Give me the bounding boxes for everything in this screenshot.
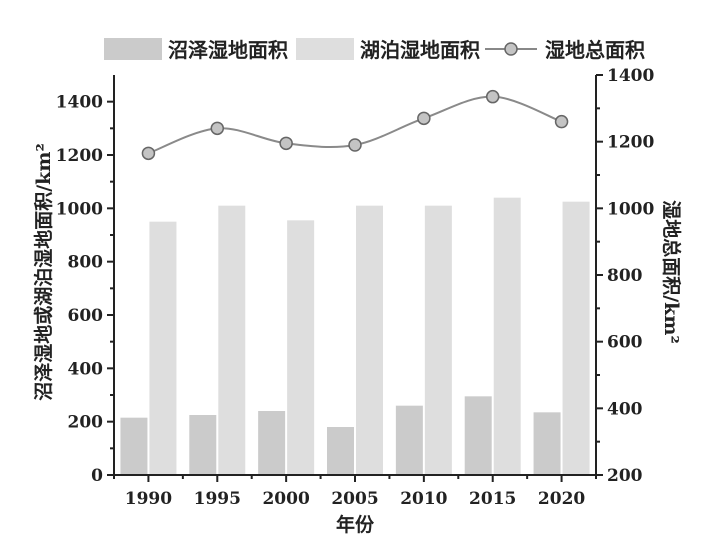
tick-label-right-800: 800 (607, 266, 643, 286)
bar-lake-2020 (562, 201, 590, 475)
tick-label-left-200: 200 (68, 413, 104, 433)
tick-label-x-2000: 2000 (262, 489, 309, 509)
point-total-2015 (485, 89, 500, 104)
x-axis-title: 年份 (336, 513, 375, 536)
tick-label-x-2020: 2020 (538, 489, 585, 509)
legend-label-total: 湿地总面积 (545, 38, 645, 62)
point-total-2000 (279, 136, 293, 151)
bar-marsh-1995 (189, 415, 217, 475)
point-total-2005 (348, 138, 362, 152)
tick-label-right-200: 200 (607, 466, 643, 486)
legend-marker-total (504, 42, 518, 56)
bar-lake-2000 (287, 220, 315, 475)
tick-label-left-0: 0 (91, 466, 103, 486)
tick-label-left-1200: 1200 (56, 146, 103, 166)
bar-lake-1990 (149, 221, 177, 475)
point-total-2020 (554, 114, 569, 129)
point-total-1990 (141, 146, 156, 161)
total-points (141, 89, 569, 161)
bar-marsh-2010 (395, 405, 423, 475)
tick-label-x-2015: 2015 (469, 489, 516, 509)
legend-swatch-marsh (104, 38, 162, 60)
bar-marsh-1990 (120, 417, 148, 475)
tick-label-right-1000: 1000 (607, 199, 654, 219)
point-total-2010 (417, 111, 431, 126)
legend-label-lake: 湖泊湿地面积 (360, 38, 480, 62)
tick-label-right-600: 600 (607, 333, 643, 353)
axes (113, 75, 597, 476)
tick-label-right-1400: 1400 (607, 66, 654, 86)
tick-label-left-400: 400 (68, 359, 104, 379)
tick-label-x-2005: 2005 (331, 489, 378, 509)
y-axis-left-title: 沼泽湿地或湖泊湿地面积/km² (32, 143, 55, 401)
tick-label-left-1000: 1000 (56, 199, 103, 219)
bar-lake-2010 (424, 205, 452, 475)
tick-label-left-800: 800 (68, 253, 104, 273)
legend: 沼泽湿地面积 湖泊湿地面积 湿地总面积 (104, 38, 645, 62)
point-total-1995 (210, 121, 225, 136)
tick-label-x-2010: 2010 (400, 489, 447, 509)
tick-label-x-1990: 1990 (125, 489, 172, 509)
legend-label-marsh: 沼泽湿地面积 (168, 38, 288, 62)
tick-label-left-600: 600 (68, 306, 104, 326)
bar-lake-2015 (493, 197, 521, 475)
tick-label-right-1200: 1200 (607, 133, 654, 153)
tick-label-left-1400: 1400 (56, 93, 103, 113)
bar-marsh-2015 (464, 396, 492, 475)
legend-swatch-lake (296, 38, 354, 60)
y-axis-right-title: 湿地总面积/km² (660, 200, 683, 344)
bar-lake-2005 (356, 205, 383, 475)
ticks (107, 74, 603, 482)
bar-marsh-2020 (533, 412, 561, 475)
bars (120, 197, 590, 475)
tick-labels: 0 200 400 600 800 1000 1200 1400 200 400 600 800 100… (56, 66, 655, 509)
bar-marsh-2000 (258, 411, 286, 475)
bar-marsh-2005 (327, 427, 354, 475)
bar-lake-1995 (218, 205, 246, 475)
tick-label-right-400: 400 (607, 399, 643, 419)
tick-label-x-1995: 1995 (194, 489, 241, 509)
